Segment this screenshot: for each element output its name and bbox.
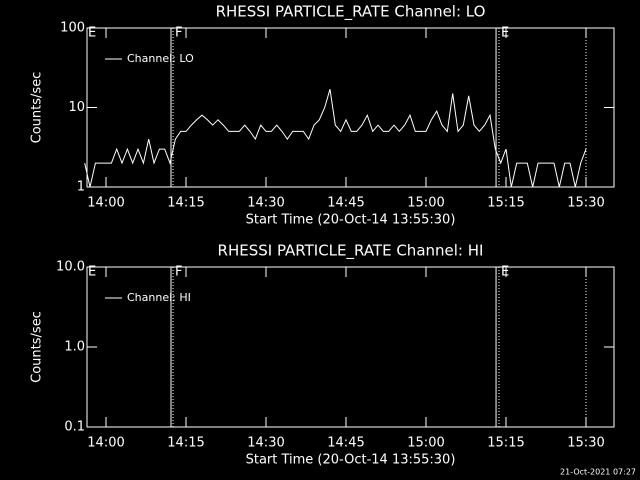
x-tick-label: 14:45 [327,196,364,211]
y-axis-label: Counts/sec [30,72,45,144]
y-tick-label: 1 [77,180,85,195]
x-tick-label: 15:30 [567,436,604,451]
x-tick-label: 14:15 [167,436,204,451]
flag-label: E [501,265,509,280]
y-tick-label: 1.0 [64,340,85,355]
x-tick-label: 14:15 [167,196,204,211]
x-tick-label: 15:00 [407,436,444,451]
y-tick-label: 100 [60,21,85,36]
chart-title: RHESSI PARTICLE_RATE Channel: HI [218,242,484,261]
data-line [84,89,587,188]
x-tick-label: 15:15 [487,196,524,211]
flag-label: E [88,26,96,41]
x-tick-label: 14:00 [87,436,124,451]
flag-label: E [501,26,509,41]
y-tick-label: 10 [68,100,85,115]
legend-label: Channel: HI [127,291,191,304]
flag-label: F [175,26,182,41]
x-tick-label: 15:15 [487,436,524,451]
x-tick-label: 15:00 [407,196,444,211]
legend-label: Channel: LO [127,52,194,65]
x-axis-label: Start Time (20-Oct-14 13:55:30) [246,453,456,468]
x-axis-label: Start Time (20-Oct-14 13:55:30) [246,213,456,228]
chart-title: RHESSI PARTICLE_RATE Channel: LO [216,3,486,22]
footer: 21-Oct-2021 07:27 [560,468,636,477]
x-tick-label: 14:00 [87,196,124,211]
y-tick-label: 10.0 [56,260,85,275]
x-tick-label: 14:30 [247,196,284,211]
x-tick-label: 14:45 [327,436,364,451]
y-axis-label: Counts/sec [30,311,45,383]
y-tick-label: 0.1 [64,420,85,435]
x-tick-label: 14:30 [247,436,284,451]
x-tick-label: 15:30 [567,196,604,211]
flag-label: E [88,265,96,280]
flag-label: F [175,265,182,280]
